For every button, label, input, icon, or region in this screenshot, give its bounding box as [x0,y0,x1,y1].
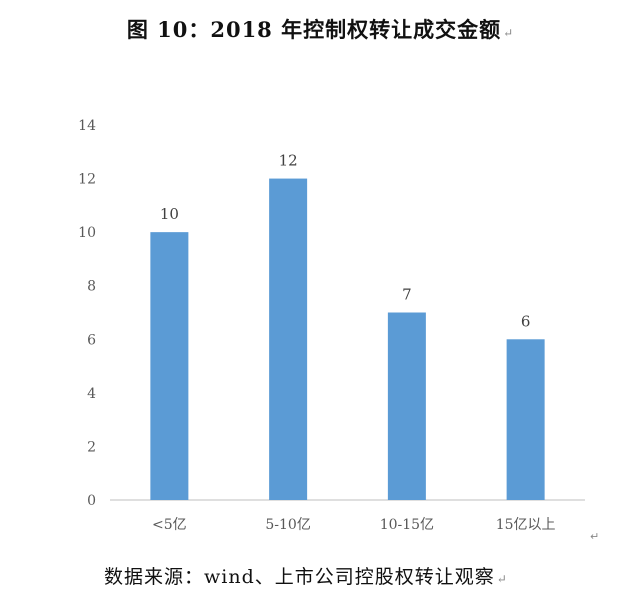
bar [150,232,189,500]
data-label: 6 [521,312,531,330]
x-tick-label: 5-10亿 [265,517,310,533]
source-note: 数据来源：wind、上市公司控股权转让观察 ↵ [104,562,508,589]
bar [269,178,308,501]
y-tick-label: 6 [87,332,96,348]
x-tick-label: <5亿 [152,517,187,533]
y-tick-label: 8 [87,279,96,295]
bar [387,312,426,500]
figure-title-text: 图 10：2018 年控制权转让成交金额 [126,17,502,42]
figure-title: 图 10：2018 年控制权转让成交金额 ↵ [0,14,641,44]
data-label: 10 [160,205,179,223]
paragraph-mark-icon: ↵ [496,572,508,586]
data-label: 12 [279,152,298,170]
x-tick-label: 15亿以上 [496,517,556,533]
paragraph-mark-icon: ↵ [503,26,515,40]
bar [506,339,545,500]
y-tick-label: 14 [78,118,96,134]
y-tick-label: 0 [87,493,96,509]
y-tick-label: 2 [87,439,96,455]
data-label: 7 [402,286,412,304]
source-note-text: 数据来源：wind、上市公司控股权转让观察 [104,566,495,588]
x-tick-label: 10-15亿 [380,517,434,533]
y-tick-label: 10 [78,225,96,241]
paragraph-mark-icon: ↵ [590,530,600,543]
y-tick-label: 12 [78,172,96,188]
y-tick-label: 4 [87,386,96,402]
